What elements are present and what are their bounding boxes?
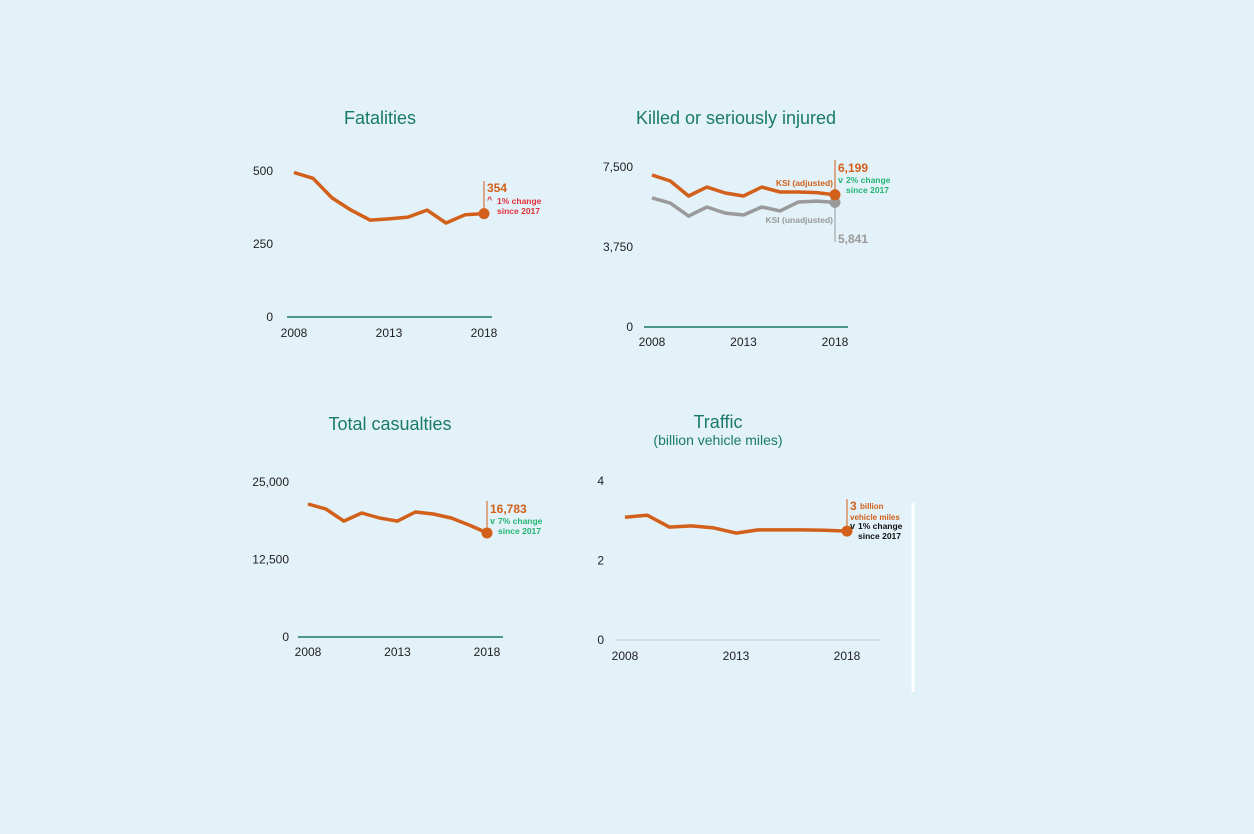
chart-title-ksi: Killed or seriously injured — [636, 108, 836, 128]
x-tick-label: 2008 — [295, 645, 322, 659]
annotation-change: 7% change — [498, 516, 543, 526]
series-line — [624, 513, 848, 535]
change-arrow-icon: v — [850, 521, 855, 531]
annotation-value: 16,783 — [490, 502, 527, 516]
x-tick-label: 2008 — [281, 326, 308, 340]
y-tick-label: 0 — [597, 633, 604, 647]
chart-title-fatalities: Fatalities — [344, 108, 416, 128]
series-line — [293, 170, 485, 225]
y-tick-label: 0 — [282, 630, 289, 644]
x-tick-label: 2013 — [723, 649, 750, 663]
annotation-since: since 2017 — [498, 526, 541, 536]
change-arrow-icon: v — [490, 516, 495, 526]
annotation-since: since 2017 — [846, 185, 889, 195]
x-tick-label: 2008 — [612, 649, 639, 663]
series-line — [307, 502, 488, 535]
y-tick-label: 250 — [253, 237, 273, 251]
annotation-secondary-value: 5,841 — [838, 232, 868, 246]
annotation-since: since 2017 — [497, 206, 540, 216]
x-tick-label: 2018 — [474, 645, 501, 659]
x-tick-label: 2013 — [376, 326, 403, 340]
y-tick-label: 7,500 — [603, 160, 633, 174]
series-label-unadjusted: KSI (unadjusted) — [765, 215, 833, 225]
x-tick-label: 2018 — [471, 326, 498, 340]
chart-title-casualties: Total casualties — [328, 414, 451, 434]
chart-title-traffic: Traffic — [693, 412, 742, 432]
y-tick-label: 0 — [266, 310, 273, 324]
series-line — [651, 196, 836, 218]
y-tick-label: 12,500 — [252, 553, 289, 567]
annotation-unit: billion — [860, 502, 884, 511]
annotation-value: 3 — [850, 499, 857, 513]
annotation-change: 1% change — [497, 196, 542, 206]
series-label-adjusted: KSI (adjusted) — [776, 178, 833, 188]
chart-subtitle-traffic: (billion vehicle miles) — [653, 432, 782, 448]
x-tick-label: 2013 — [730, 335, 757, 349]
x-tick-label: 2018 — [822, 335, 849, 349]
x-tick-label: 2018 — [834, 649, 861, 663]
annotation-change: 1% change — [858, 521, 903, 531]
x-tick-label: 2008 — [639, 335, 666, 349]
annotation-value: 354 — [487, 181, 507, 195]
y-tick-label: 0 — [626, 320, 633, 334]
annotation-unit: vehicle miles — [850, 513, 900, 522]
change-arrow-icon: ^ — [487, 195, 493, 205]
y-tick-label: 25,000 — [252, 475, 289, 489]
series-line — [651, 173, 836, 198]
annotation-value: 6,199 — [838, 161, 868, 175]
y-tick-label: 3,750 — [603, 240, 633, 254]
y-tick-label: 500 — [253, 164, 273, 178]
annotation-since: since 2017 — [858, 531, 901, 541]
y-tick-label: 2 — [597, 554, 604, 568]
y-tick-label: 4 — [597, 474, 604, 488]
annotation-change: 2% change — [846, 175, 891, 185]
change-arrow-icon: v — [838, 175, 843, 185]
x-tick-label: 2013 — [384, 645, 411, 659]
